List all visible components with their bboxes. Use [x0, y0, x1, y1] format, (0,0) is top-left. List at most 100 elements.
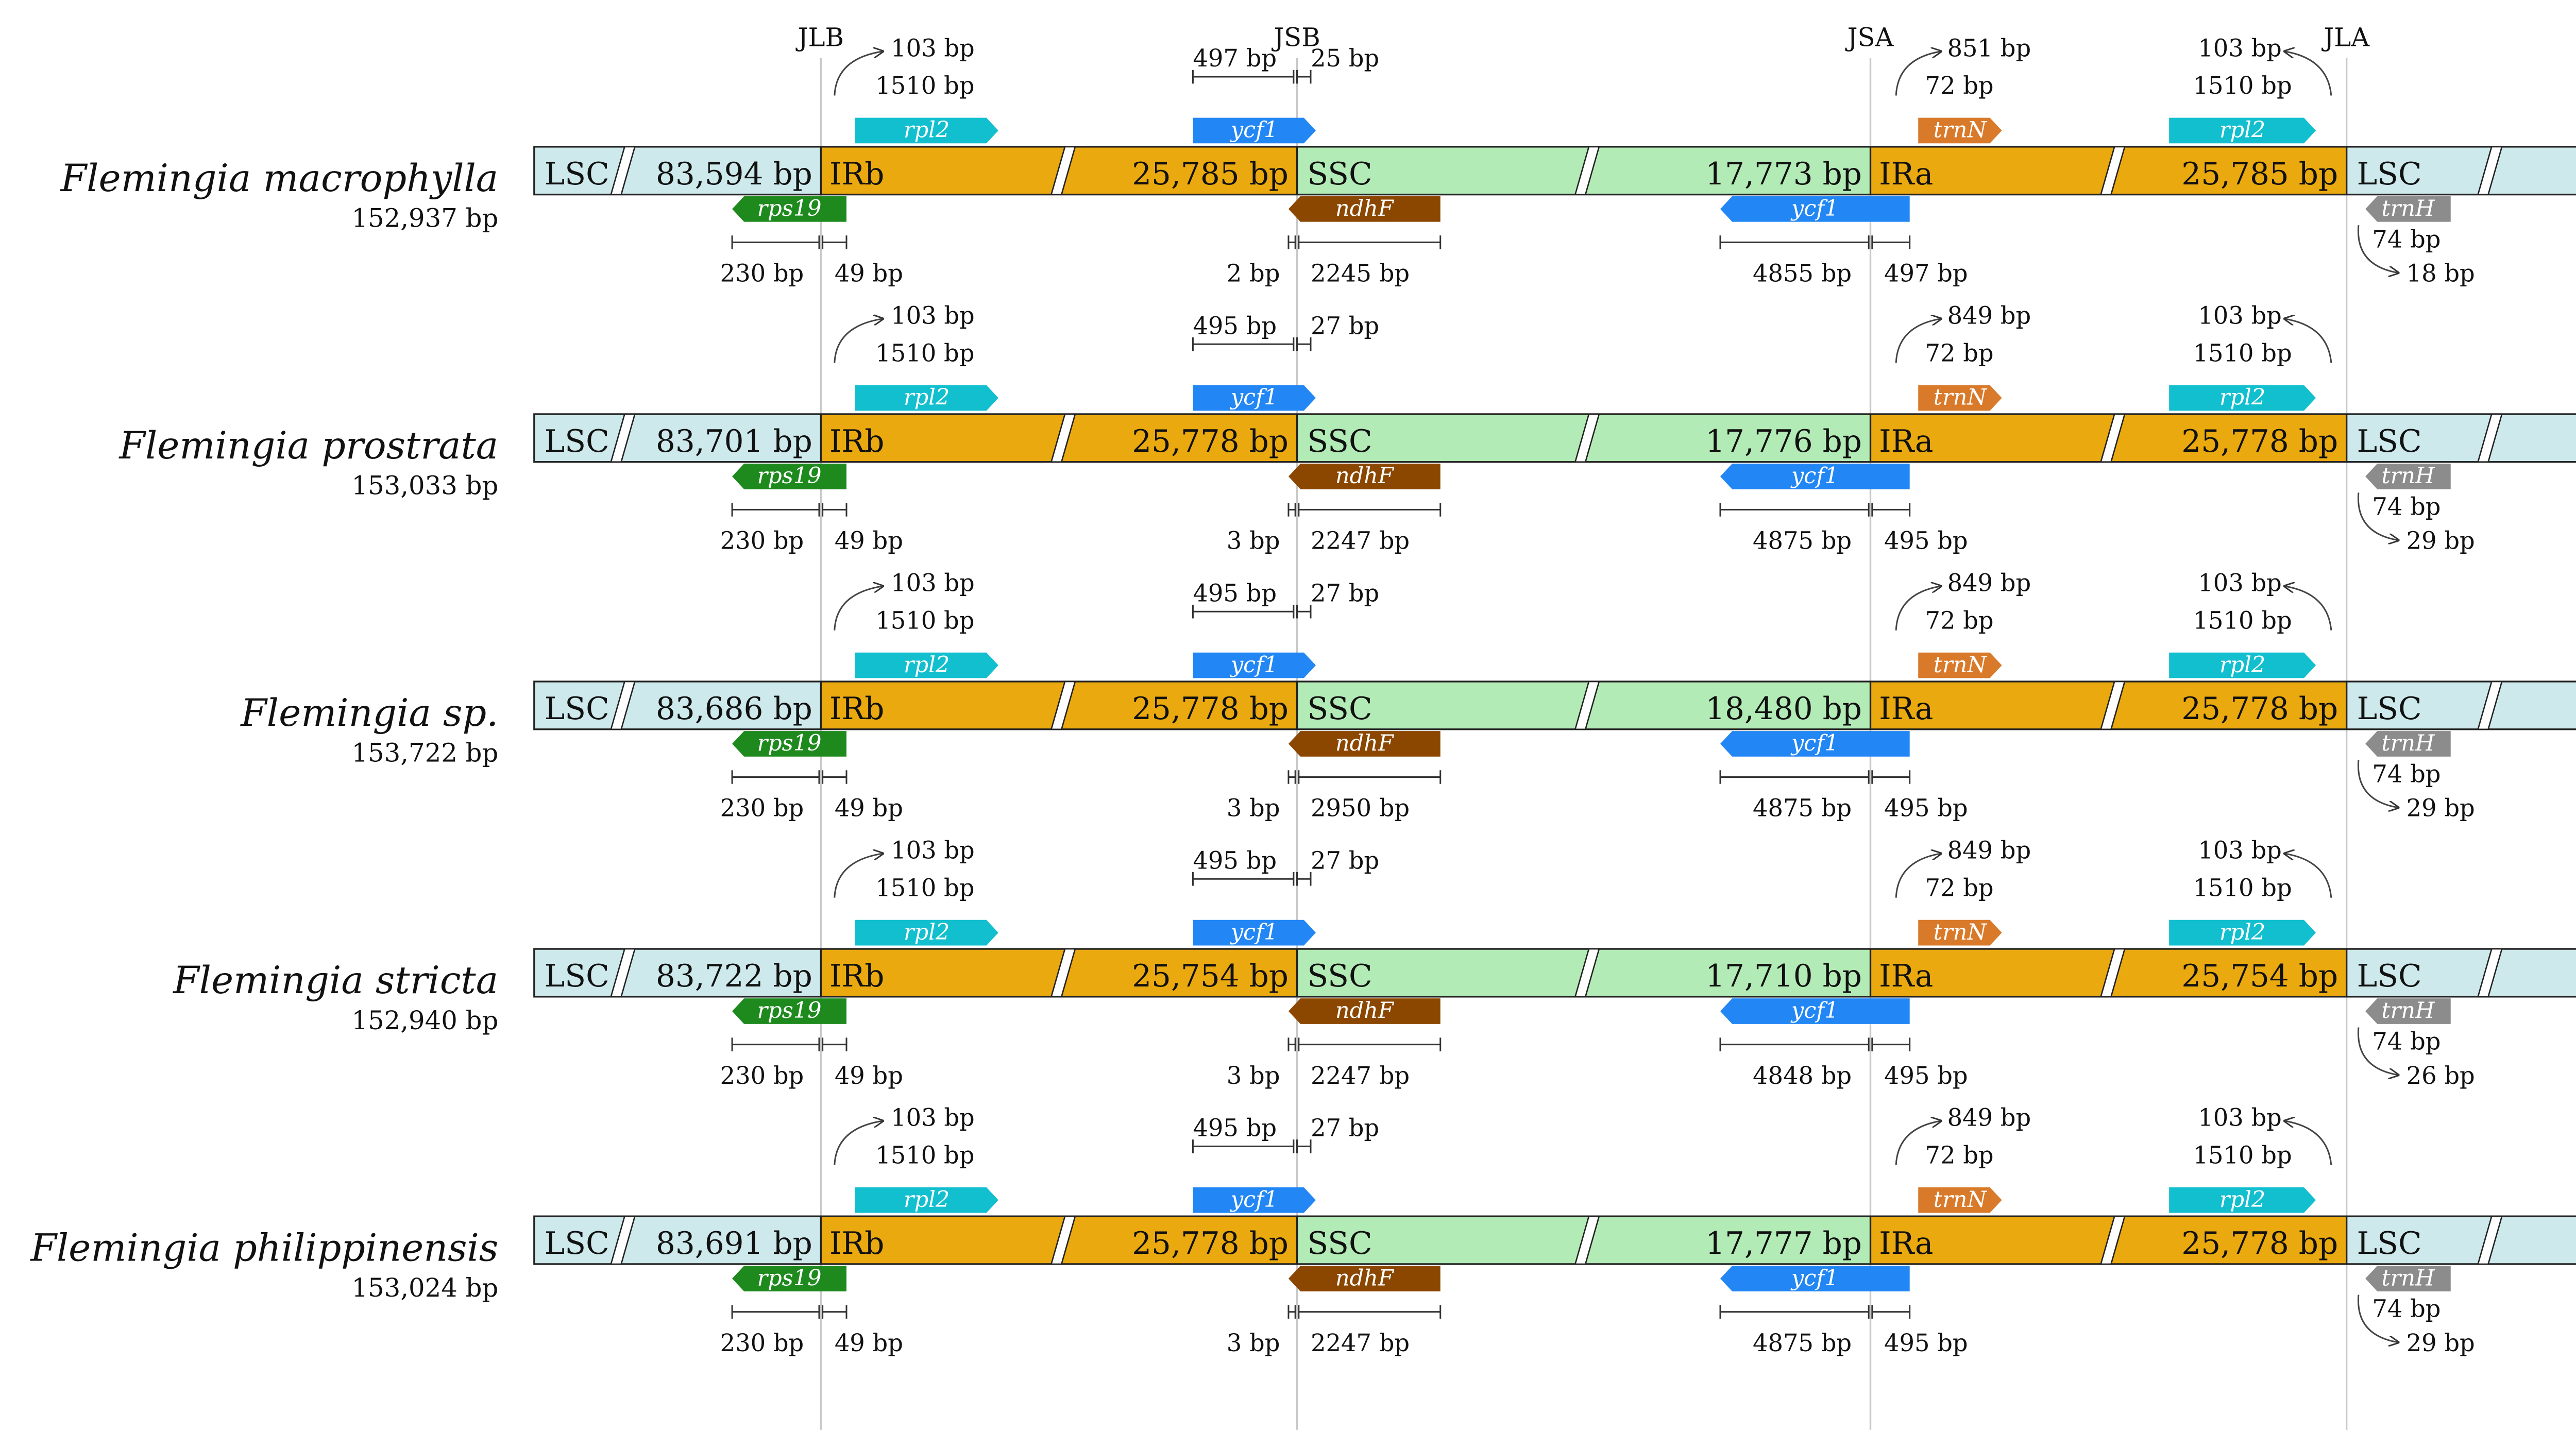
- irb-break: [1050, 146, 1076, 195]
- ndhF-ssc-arrow: [1288, 998, 1440, 1024]
- jla-above-arrow: [2283, 854, 2332, 898]
- ndhF-ssc-arrow: [1288, 196, 1440, 222]
- trnH-lsc-label: trnH: [2381, 1265, 2435, 1291]
- rps19-lsc-arrow: [732, 196, 846, 222]
- lsc-right-label: LSC: [2357, 959, 2422, 994]
- lsc-left-break: [610, 146, 636, 195]
- lsc-label: LSC: [545, 157, 609, 192]
- trnN-ira-label: trnN: [1934, 652, 1988, 678]
- rpl2-irb-arrow: [855, 117, 998, 144]
- jsb-above-right-bracket: [1296, 70, 1312, 84]
- jsa-below-right-bracket: [1871, 1037, 1911, 1051]
- ycf1-jsa-label: ycf1: [1790, 730, 1839, 756]
- jsa-above-2: 72 bp: [1925, 1141, 1994, 1169]
- species-name: Flemingia stricta: [172, 959, 498, 1002]
- jsb-above-left-bracket: [1192, 70, 1295, 84]
- lsc-length: 83,686 bp: [656, 691, 812, 727]
- rps19-lsc-label: rps19: [757, 463, 822, 489]
- lsc-right-region: [2346, 682, 2576, 729]
- ycf1-jsa-label: ycf1: [1790, 463, 1839, 489]
- jsb-above-left-bracket: [1192, 337, 1295, 351]
- lsc-length: 83,722 bp: [656, 959, 812, 994]
- rpl2-irb-label: rpl2: [904, 920, 950, 945]
- ssc-break: [1574, 146, 1600, 195]
- rps19-lsc-label: rps19: [757, 1265, 822, 1291]
- trnN-ira-label: trnN: [1934, 385, 1988, 411]
- ira-break-break: [2099, 1215, 2126, 1265]
- lsc-label: LSC: [545, 1226, 609, 1262]
- ndhF-ssc-label: ndhF: [1335, 1265, 1395, 1291]
- jlb-above-2: 1510 bp: [875, 1141, 974, 1169]
- species-name: Flemingia philippinensis: [29, 1226, 498, 1270]
- ndhF-ssc-arrow: [1288, 464, 1440, 489]
- jsa-above-2: 72 bp: [1925, 339, 1994, 367]
- ycf1-jsb-label: ycf1: [1230, 1187, 1278, 1213]
- jsb-below-left-bracket: [1287, 1305, 1296, 1319]
- jsb-below-left: 2 bp: [1227, 260, 1280, 287]
- lsc-left-break: [610, 1215, 636, 1265]
- lsc-left-break-break: [610, 413, 636, 463]
- ssc-label: SSC: [1307, 1226, 1372, 1262]
- jlb-above-2: 1510 bp: [875, 874, 974, 901]
- junction-title-jsa: JSA: [1845, 22, 1894, 52]
- jsa-below-left-bracket: [1719, 1305, 1870, 1319]
- jsb-below-right: 2950 bp: [1311, 794, 1410, 822]
- irb-break-break: [1050, 413, 1076, 463]
- ira-break-break: [2099, 680, 2126, 730]
- ira-label: IRa: [1879, 691, 1933, 727]
- lsc-right-break: [2477, 948, 2503, 998]
- jsb-above-right: 27 bp: [1311, 1114, 1379, 1142]
- rps19-lsc-label: rps19: [757, 196, 822, 222]
- ira-length: 25,754 bp: [2181, 959, 2338, 994]
- jla-above-2: 1510 bp: [2193, 1141, 2292, 1169]
- ycf1-jsa-arrow: [1720, 1266, 1910, 1291]
- jsb-above-left: 495 bp: [1193, 312, 1277, 339]
- ssc-break-break: [1574, 413, 1600, 463]
- jsb-below-left: 3 bp: [1227, 527, 1280, 555]
- lsc-right-label: LSC: [2357, 1226, 2422, 1262]
- ssc-length: 17,710 bp: [1705, 959, 1862, 994]
- jla-below-1: 74 bp: [2372, 225, 2441, 253]
- jsb-above-left: 495 bp: [1193, 1114, 1277, 1142]
- jsa-above-1: 849 bp: [1947, 569, 2031, 597]
- lsc-left-region: [534, 146, 821, 195]
- rpl2-irb-label: rpl2: [904, 117, 950, 143]
- trnH-lsc-label: trnH: [2381, 196, 2435, 222]
- rps19-lsc-label: rps19: [757, 998, 822, 1024]
- ycf1-jsb-arrow: [1193, 652, 1316, 678]
- trnH-lsc-arrow: [2365, 1266, 2451, 1291]
- irb-label: IRb: [829, 424, 885, 459]
- lsc-right-region: [2346, 414, 2576, 462]
- irb-label: IRb: [829, 691, 885, 727]
- ndhF-ssc-label: ndhF: [1335, 196, 1395, 222]
- jsa-above-1: 849 bp: [1947, 1104, 2031, 1132]
- lsc-label: LSC: [545, 959, 609, 994]
- jla-below-2: 29 bp: [2406, 794, 2475, 822]
- lsc-left-break-break: [610, 1215, 636, 1265]
- species-row: Flemingia sp.153,722 bp LSC 83,686 bp IRb 25…: [240, 569, 2576, 822]
- jsb-above-right-bracket: [1296, 337, 1312, 351]
- jla-below-1: 74 bp: [2372, 760, 2441, 788]
- trnN-ira-label: trnN: [1934, 920, 1988, 945]
- jsb-above-right-bracket: [1296, 1139, 1312, 1153]
- irb-break: [1050, 1215, 1076, 1265]
- jlb-below-left: 230 bp: [720, 527, 804, 555]
- irb-length: 25,754 bp: [1132, 959, 1289, 994]
- jlb-above-1: 103 bp: [891, 301, 975, 329]
- ira-break: [2099, 146, 2126, 195]
- rpl2-ira-arrow: [2169, 652, 2316, 678]
- ycf1-jsb-arrow: [1193, 117, 1316, 144]
- jlb-below-right: 49 bp: [835, 1062, 903, 1089]
- rpl2-ira-arrow: [2169, 920, 2316, 946]
- jlb-below-right-bracket: [822, 1305, 848, 1319]
- jsb-below-right-bracket: [1298, 1305, 1442, 1319]
- jsb-below-right-bracket: [1298, 1037, 1442, 1051]
- jlb-above-1: 103 bp: [891, 1104, 975, 1132]
- irb-break-break: [1050, 146, 1076, 195]
- junction-title-jla: JLA: [2321, 22, 2370, 52]
- jsb-above-right: 27 bp: [1311, 579, 1379, 607]
- jla-below-2: 26 bp: [2406, 1062, 2475, 1089]
- rps19-lsc-arrow: [732, 731, 846, 757]
- jsb-below-left-bracket: [1287, 1037, 1296, 1051]
- jsb-above-left-bracket: [1192, 604, 1295, 619]
